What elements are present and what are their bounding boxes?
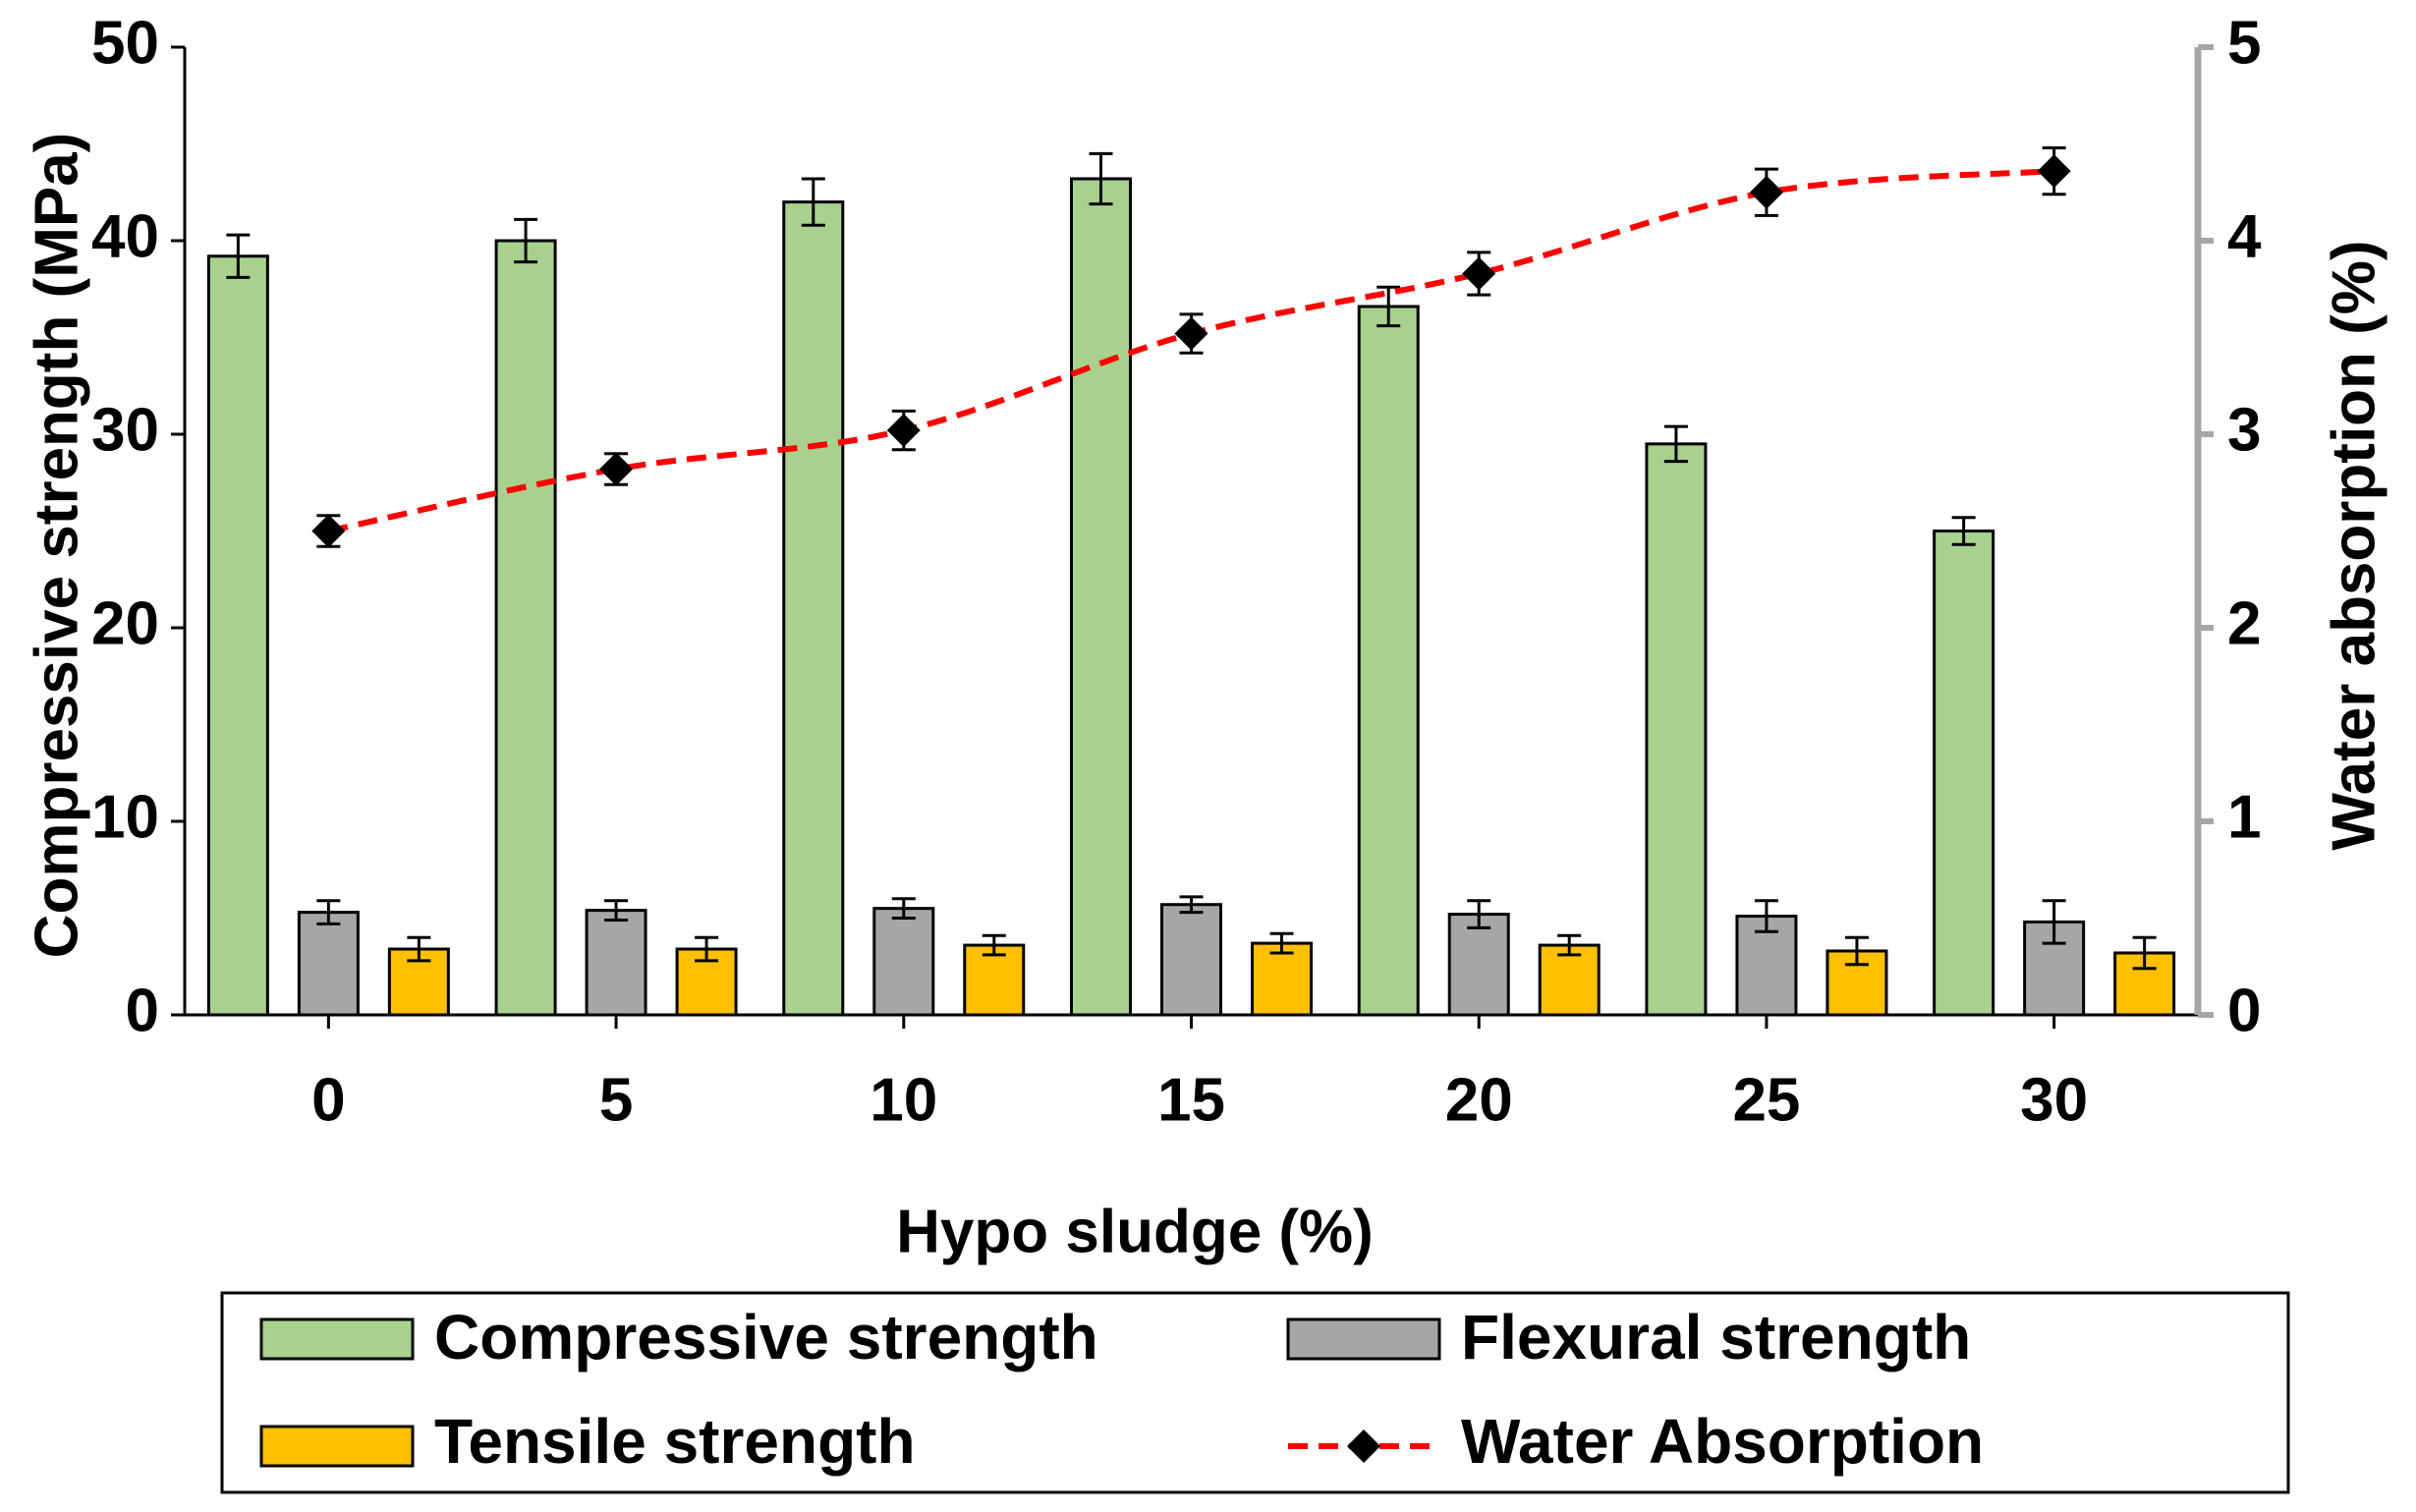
- errorbar-flexural-25: [1754, 899, 1778, 933]
- errorbar-compressive-10: [801, 177, 825, 227]
- errorbar-compressive-0: [226, 233, 251, 279]
- y2-tick-label-1: 1: [2227, 783, 2261, 851]
- y-axis-title: Compressive strength (MPa): [23, 133, 90, 959]
- y2-tick-label-0: 0: [2227, 977, 2261, 1044]
- bar-tensile-10: [963, 943, 1026, 1017]
- legend-label-tensile: Tensile strength: [434, 1406, 916, 1477]
- errorbar-flexural-15: [1179, 895, 1204, 915]
- legend-label-compressive: Compressive strength: [434, 1302, 1098, 1372]
- bar-compressive-15: [1070, 177, 1132, 1017]
- bar-flexural-5: [585, 909, 647, 1017]
- errorbar-compressive-5: [514, 217, 538, 264]
- errorbar-tensile-10: [982, 933, 1006, 957]
- x-tick-label-30: 30: [2020, 1066, 2088, 1134]
- errorbar-compressive-20: [1377, 285, 1401, 328]
- errorbar-flexural-0: [316, 899, 341, 925]
- y-tick-label-0: 0: [126, 977, 159, 1044]
- errorbar-flexural-10: [891, 897, 916, 920]
- errorbar-tensile-30: [2132, 935, 2157, 971]
- errorbar-tensile-0: [407, 935, 431, 963]
- errorbar-flexural-30: [2042, 899, 2066, 945]
- y2-tick-label-3: 3: [2227, 396, 2261, 464]
- bar-flexural-10: [872, 907, 935, 1017]
- y-tick-label-30: 30: [91, 396, 159, 464]
- legend-swatch-tensile: [259, 1425, 415, 1468]
- y2-tick-label-2: 2: [2227, 589, 2261, 657]
- bar-compressive-10: [782, 200, 845, 1017]
- x-tick-label-25: 25: [1732, 1066, 1800, 1134]
- marker-water-10: [886, 414, 921, 448]
- bar-compressive-25: [1645, 442, 1708, 1017]
- errorbar-compressive-25: [1663, 424, 1688, 464]
- errorbar-flexural-20: [1467, 899, 1491, 929]
- marker-water-5: [599, 452, 634, 486]
- marker-water-0: [311, 514, 346, 548]
- y2-tick-label-5: 5: [2227, 9, 2261, 77]
- x-tick-label-10: 10: [870, 1066, 937, 1134]
- bar-compressive-5: [494, 239, 557, 1017]
- bar-tensile-25: [1826, 949, 1888, 1017]
- marker-water-15: [1174, 316, 1208, 351]
- marker-water-20: [1462, 256, 1496, 291]
- errorbar-tensile-15: [1269, 931, 1294, 955]
- errorbar-tensile-20: [1557, 933, 1582, 957]
- errorbar-flexural-5: [604, 899, 629, 922]
- bar-compressive-30: [1933, 530, 1995, 1017]
- y-tick-label-20: 20: [91, 589, 159, 657]
- marker-water-25: [1749, 175, 1783, 209]
- plot-area: [206, 145, 2176, 1017]
- x-tick-label-5: 5: [599, 1066, 633, 1134]
- marker-water-30: [2037, 154, 2071, 189]
- x-axis-title: Hypo sludge (%): [896, 1198, 1374, 1265]
- legend-frame: [220, 1291, 2290, 1494]
- x-tick-label-20: 20: [1445, 1066, 1513, 1134]
- y-tick-label-40: 40: [91, 202, 159, 270]
- y2-axis-title: Water absorption (%): [2320, 240, 2388, 850]
- x-tick-label-15: 15: [1157, 1066, 1225, 1134]
- bar-flexural-20: [1447, 913, 1510, 1017]
- bar-compressive-0: [206, 254, 269, 1017]
- legend-marker-water: [1347, 1429, 1380, 1463]
- y-tick-label-50: 50: [91, 9, 159, 77]
- legend-swatch-compressive: [259, 1317, 415, 1361]
- errorbar-tensile-5: [695, 935, 719, 963]
- legend-label-water: Water Absorption: [1461, 1406, 1984, 1477]
- y-tick-label-10: 10: [91, 783, 159, 851]
- legend-swatch-flexural: [1286, 1317, 1441, 1361]
- x-tick-label-0: 0: [311, 1066, 345, 1134]
- legend-label-flexural: Flexural strength: [1461, 1302, 1971, 1372]
- bar-flexural-15: [1160, 903, 1222, 1017]
- bar-flexural-0: [297, 911, 360, 1017]
- bar-compressive-20: [1357, 305, 1420, 1017]
- errorbar-tensile-25: [1844, 935, 1869, 967]
- errorbar-compressive-15: [1089, 151, 1113, 206]
- errorbar-compressive-30: [1951, 516, 1976, 546]
- y2-tick-label-4: 4: [2227, 202, 2262, 270]
- legend: Compressive strength Flexural strength T…: [220, 1291, 2290, 1494]
